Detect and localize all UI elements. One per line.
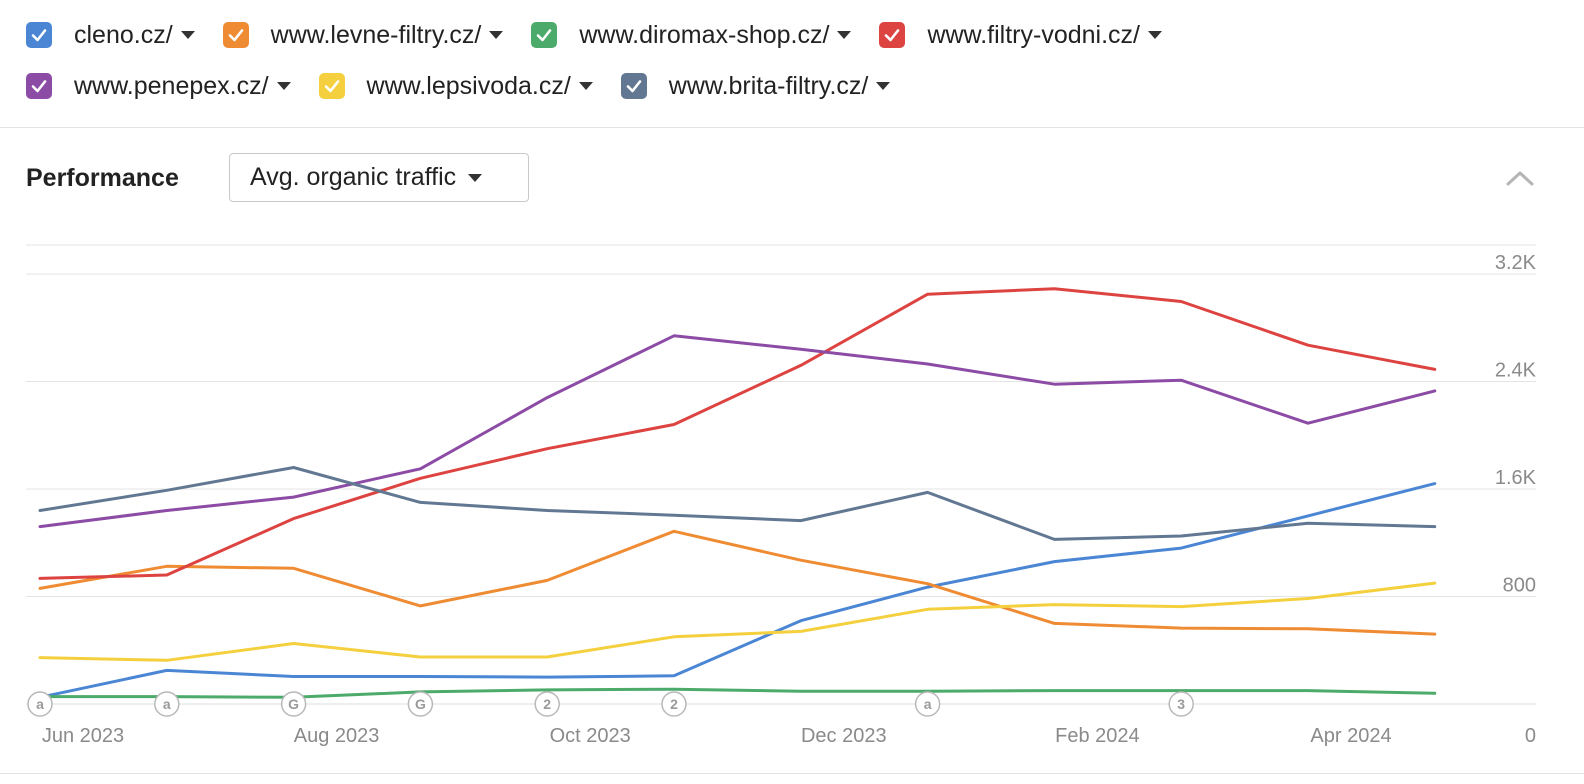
legend-item[interactable]: www.brita-filtry.cz/ xyxy=(620,71,891,101)
annotation-circle xyxy=(154,691,180,717)
annotation-label: 2 xyxy=(543,696,551,712)
checkbox-checked-icon[interactable] xyxy=(531,22,558,48)
annotation-marker[interactable]: G xyxy=(280,691,307,717)
footer-divider xyxy=(0,773,1584,774)
checkbox-checked-icon[interactable] xyxy=(26,22,52,48)
annotation-label: 3 xyxy=(1177,696,1185,712)
annotation-label: a xyxy=(924,696,932,712)
x-tick-label: Aug 2023 xyxy=(294,725,380,747)
annotation-label: G xyxy=(415,696,426,712)
y-tick-label: 800 xyxy=(1503,575,1536,597)
annotation-label: a xyxy=(36,696,44,712)
legend-item[interactable]: www.lepsivoda.cz/ xyxy=(318,71,593,101)
annotation-circle xyxy=(914,691,941,717)
legend-item[interactable]: cleno.cz/ xyxy=(26,21,195,50)
annotation-marker[interactable]: 2 xyxy=(661,691,687,717)
chevron-down-icon[interactable] xyxy=(180,31,195,39)
annotation-marker[interactable]: 3 xyxy=(1168,691,1194,717)
series-line xyxy=(38,687,1437,699)
performance-title: Performance xyxy=(26,164,179,192)
annotation-circle xyxy=(407,691,434,717)
legend-item[interactable]: www.penepex.cz/ xyxy=(26,72,291,101)
legend-label: www.diromax-shop.cz/ xyxy=(579,20,830,49)
legend-item[interactable]: www.levne-filtry.cz/ xyxy=(222,20,504,50)
annotation-label: a xyxy=(163,696,171,712)
legend-item[interactable]: www.filtry-vodni.cz/ xyxy=(879,21,1162,50)
traffic-line-chart: 3.2K 2.4K 1.6K 800 0 Jun 2023 Aug 2023 Oct 2023… xyxy=(26,244,1537,747)
y-tick-label: 3.2K xyxy=(1495,252,1537,274)
legend-label: cleno.cz/ xyxy=(74,20,173,49)
chevron-down-icon[interactable] xyxy=(489,31,504,39)
chevron-up-icon xyxy=(1506,171,1534,186)
checkbox-checked-icon[interactable] xyxy=(318,73,345,99)
y-tick-label: 2.4K xyxy=(1495,360,1537,382)
collapse-button[interactable] xyxy=(1504,166,1536,190)
annotation-marker[interactable]: 2 xyxy=(534,691,560,717)
x-tick-label: Oct 2023 xyxy=(550,725,631,747)
annotation-label: 2 xyxy=(670,696,678,712)
annotation-circle xyxy=(661,691,687,717)
checkbox-checked-icon[interactable] xyxy=(26,73,52,99)
chevron-down-icon[interactable] xyxy=(837,31,852,39)
legend-label: www.levne-filtry.cz/ xyxy=(270,20,482,49)
legend-label: www.lepsivoda.cz/ xyxy=(366,71,571,100)
chevron-down-icon xyxy=(468,173,483,182)
annotation-marker[interactable]: a xyxy=(27,691,53,717)
legend-item[interactable]: www.diromax-shop.cz/ xyxy=(531,20,852,50)
chevron-down-icon[interactable] xyxy=(1147,31,1162,39)
series-line xyxy=(38,581,1437,662)
series-line xyxy=(38,334,1437,529)
annotation-marker[interactable]: a xyxy=(154,691,180,717)
series-line xyxy=(38,466,1437,541)
chevron-down-icon[interactable] xyxy=(578,82,593,90)
series-line xyxy=(38,287,1437,580)
legend-label: www.penepex.cz/ xyxy=(74,71,269,100)
annotation-circle xyxy=(534,691,560,717)
legend: cleno.cz/www.levne-filtry.cz/www.diromax… xyxy=(26,16,1546,118)
legend-row: www.penepex.cz/www.lepsivoda.cz/www.brit… xyxy=(26,67,1546,105)
checkbox-checked-icon[interactable] xyxy=(879,22,906,48)
series-line xyxy=(38,529,1437,636)
legend-label: www.filtry-vodni.cz/ xyxy=(927,20,1140,49)
y-tick-label: 1.6K xyxy=(1495,467,1537,489)
chevron-down-icon[interactable] xyxy=(876,82,891,90)
annotation-marker[interactable]: a xyxy=(914,691,941,717)
checkbox-checked-icon[interactable] xyxy=(222,22,249,48)
x-tick-label: Jun 2023 xyxy=(42,725,124,747)
x-tick-label: Dec 2023 xyxy=(801,725,887,747)
annotation-circle xyxy=(1168,691,1194,717)
annotation-circle xyxy=(27,691,53,717)
annotation-label: G xyxy=(288,696,299,712)
legend-label: www.brita-filtry.cz/ xyxy=(668,71,869,100)
metric-dropdown[interactable]: Avg. organic traffic xyxy=(229,153,529,202)
legend-row: cleno.cz/www.levne-filtry.cz/www.diromax… xyxy=(26,16,1546,54)
y-tick-label: 0 xyxy=(1525,725,1536,747)
annotation-marker[interactable]: G xyxy=(407,691,434,717)
chevron-down-icon[interactable] xyxy=(276,82,291,90)
x-tick-label: Feb 2024 xyxy=(1055,725,1140,747)
metric-dropdown-value: Avg. organic traffic xyxy=(250,163,457,191)
annotation-circle xyxy=(280,691,307,717)
header-divider xyxy=(0,127,1584,128)
x-tick-label: Apr 2024 xyxy=(1310,725,1391,747)
series-line xyxy=(38,482,1437,699)
checkbox-checked-icon[interactable] xyxy=(620,73,647,99)
